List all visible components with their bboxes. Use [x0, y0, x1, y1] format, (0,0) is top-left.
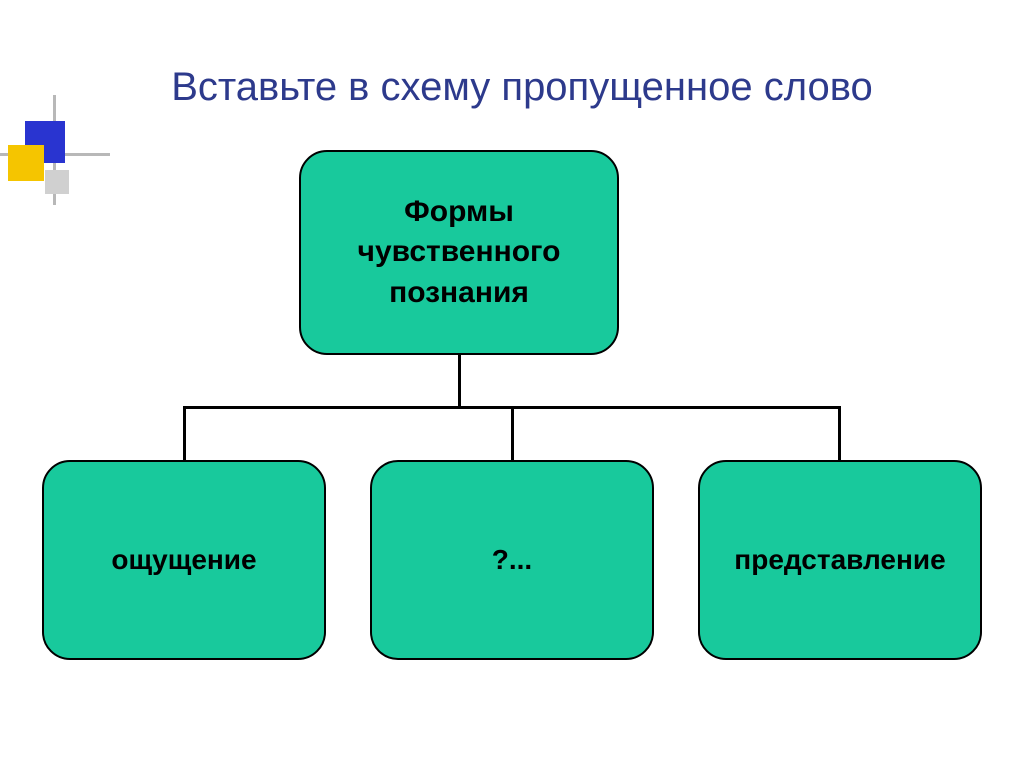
- node-child-1-label: ощущение: [111, 544, 256, 576]
- node-child-2: ?...: [370, 460, 654, 660]
- connector-child1-vertical: [183, 406, 186, 460]
- slide-title: Вставьте в схему пропущенное слово: [60, 65, 984, 110]
- node-child-3-label: представление: [734, 544, 945, 576]
- node-child-2-label: ?...: [492, 544, 532, 576]
- tree-diagram: Формы чувственного познания ощущение ?..…: [0, 140, 1024, 700]
- connector-child3-vertical: [838, 406, 841, 460]
- node-child-3: представление: [698, 460, 982, 660]
- connector-child2-vertical: [511, 406, 514, 460]
- node-child-1: ощущение: [42, 460, 326, 660]
- connector-root-vertical: [458, 355, 461, 408]
- node-root: Формы чувственного познания: [299, 150, 619, 355]
- node-root-label: Формы чувственного познания: [301, 192, 617, 314]
